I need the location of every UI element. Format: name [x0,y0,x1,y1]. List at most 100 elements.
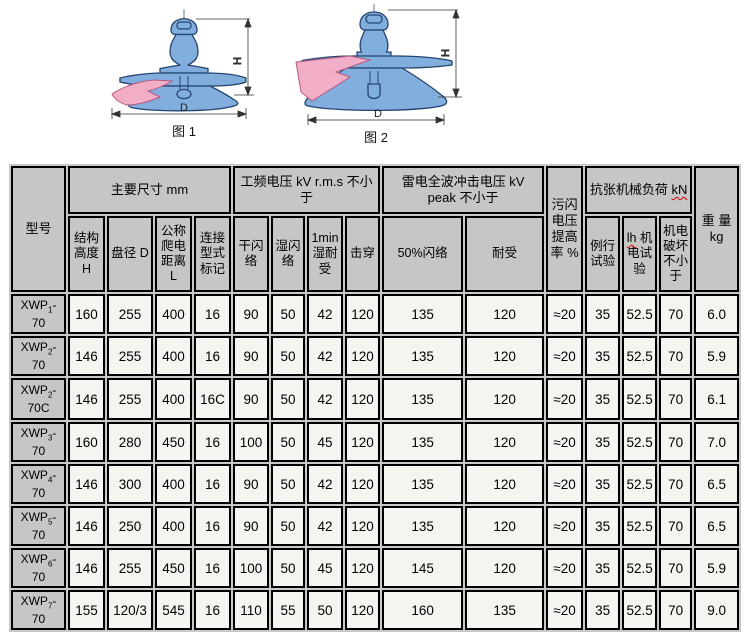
value-cell: 135 [382,422,464,462]
model-cell: XWP6-70 [11,548,66,588]
value-cell: 160 [382,590,464,630]
value-cell: 120 [465,548,545,588]
value-cell: 50 [271,548,306,588]
value-cell: 50 [271,422,306,462]
value-cell: ≈20 [546,506,584,546]
value-cell: 35 [585,336,621,376]
tensile-unit: kN [671,182,688,198]
pink-section [111,79,174,106]
value-cell: 52.5 [622,506,658,546]
model-base: XWP [20,383,48,397]
value-cell: 70 [659,464,693,504]
value-cell: 255 [107,336,153,376]
model-sub: 2 [47,347,53,357]
pin-ball [367,83,381,100]
value-cell: 42 [307,336,344,376]
specification-table-wrapper: 型号 主要尺寸 mm 工频电压 kV r.m.s 不小 于 雷电全波冲击电压 k… [9,164,742,632]
value-cell: 120 [345,548,381,588]
cap-eye-hole [365,14,383,24]
value-cell: 70 [659,378,693,420]
value-cell: 70 [659,548,693,588]
value-cell: 70 [659,294,693,334]
value-cell: 50 [271,464,306,504]
value-cell: 35 [585,506,621,546]
table-row: XWP2-70 146 255 400 16 90 50 42 120 135 120 ≈20 35 5… [11,336,740,376]
value-cell: 120 [345,336,381,376]
model-base: XWP [20,468,48,482]
value-cell: 146 [68,548,105,588]
model-base: XWP [20,594,48,608]
subheader-1h-electromech-test: lh 机 电试 验 [622,216,658,292]
value-cell: 50 [271,378,306,420]
value-cell: 16C [194,378,232,420]
value-cell: 35 [585,548,621,588]
value-cell: ≈20 [546,548,584,588]
value-cell: 120 [465,422,545,462]
model-sub: 4 [47,475,53,485]
value-cell: 6.0 [694,294,740,334]
col-header-weight: 重 量 kg [694,166,740,292]
value-cell: 70 [659,506,693,546]
model-sub: 2 [47,390,53,400]
value-cell: 35 [585,378,621,420]
model-suffix: -70 [31,426,57,458]
value-cell: 400 [155,506,192,546]
table-row: XWP1-70 160 255 400 16 90 50 42 120 135 120 ≈20 35 5… [11,294,740,334]
dimension-h: H [388,8,462,99]
value-cell: 450 [155,422,192,462]
value-cell: 42 [307,294,344,334]
model-base: XWP [20,340,48,354]
subheader-routine-test: 例行 试验 [585,216,621,292]
value-cell: 45 [307,548,344,588]
subheader-50pct-flashover: 50%闪络 [382,216,464,292]
table-row: XWP2-70C 146 255 400 16C 90 50 42 120 135 120 ≈20 3… [11,378,740,420]
value-cell: 50 [307,590,344,630]
value-cell: 90 [233,294,270,334]
model-suffix: -70 [31,340,57,372]
value-cell: 300 [107,464,153,504]
height-dimension-label: H [232,57,244,65]
value-cell: 545 [155,590,192,630]
dimension-h: H [196,17,254,97]
subheader-electromech-failing-load: 机电 破坏 不小 于 [659,216,693,292]
table-row: XWP7-70 155 120/3 545 16 110 55 50 120 160 135 ≈20… [11,590,740,630]
value-cell: 250 [107,506,153,546]
value-cell: 52.5 [622,294,658,334]
value-cell: 52.5 [622,548,658,588]
dimension-d: D [110,102,248,119]
value-cell: 120 [345,506,381,546]
value-cell: 16 [194,464,232,504]
value-cell: 6.1 [694,378,740,420]
value-cell: 145 [382,548,464,588]
pin-ball [176,88,192,100]
value-cell: 146 [68,336,105,376]
value-cell: 42 [307,464,344,504]
value-cell: ≈20 [546,294,584,334]
value-cell: 42 [307,506,344,546]
model-base: XWP [20,426,48,440]
value-cell: 50 [271,506,306,546]
value-cell: 35 [585,422,621,462]
height-dimension-label: H [440,49,452,57]
value-cell: 52.5 [622,378,658,420]
table-row: XWP4-70 146 300 400 16 90 50 42 120 135 120 ≈20 35 5… [11,464,740,504]
model-base: XWP [20,510,48,524]
value-cell: 9.0 [694,590,740,630]
model-suffix: -70 [31,298,57,330]
tensile-label: 抗张机械负荷 [589,182,672,198]
col-header-pollution-flashover-rate: 污闪 电压 提高 率 % [546,166,584,292]
mech-test-prefix: lh [626,231,637,246]
subheader-disc-diameter: 盘径 D [107,216,153,292]
subheader-puncture: 击穿 [345,216,381,292]
subheader-withstand: 耐受 [465,216,545,292]
value-cell: ≈20 [546,378,584,420]
value-cell: 16 [194,336,232,376]
value-cell: 120 [465,294,545,334]
value-cell: ≈20 [546,422,584,462]
value-cell: 42 [307,378,344,420]
value-cell: 135 [465,590,545,630]
value-cell: 120 [345,464,381,504]
value-cell: 280 [107,422,153,462]
value-cell: 120/3 [107,590,153,630]
value-cell: 400 [155,464,192,504]
